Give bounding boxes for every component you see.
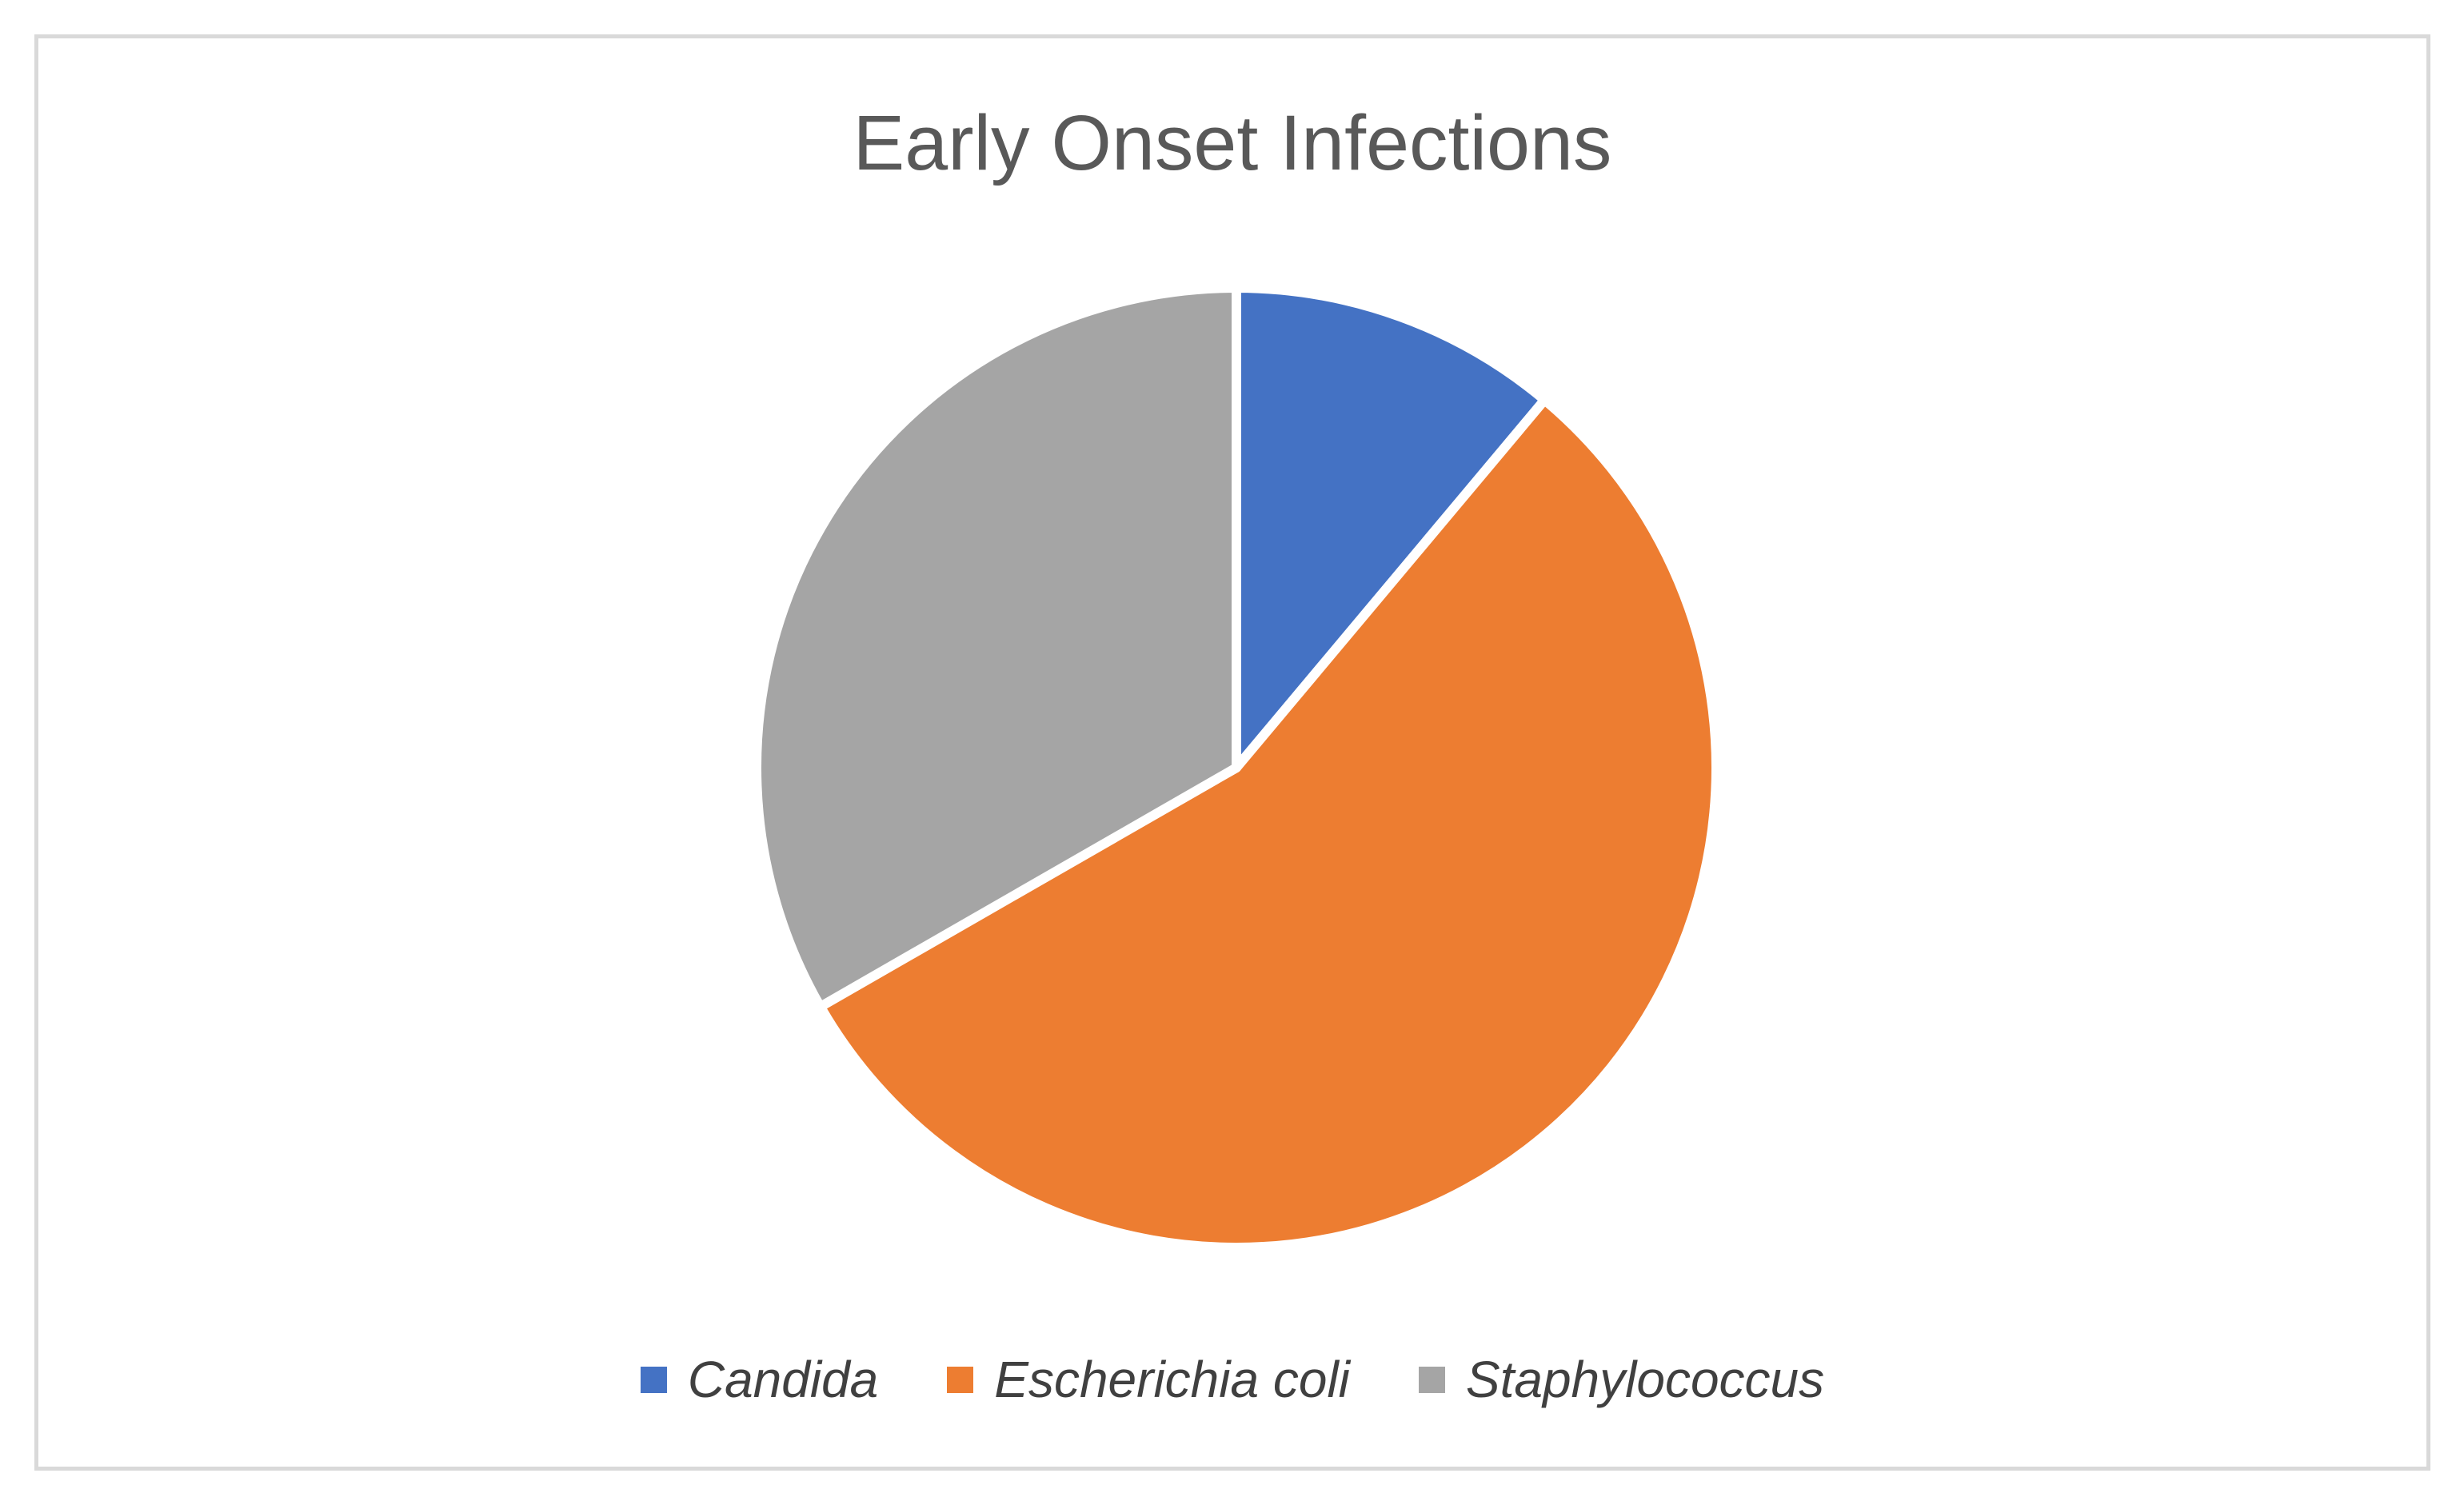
legend-item-escherichia-coli[interactable]: Escherichia coli [947, 1354, 1350, 1405]
pie-slice-escherichia-coli[interactable] [815, 395, 1721, 1252]
legend-label-candida: Candida [687, 1351, 879, 1408]
pie-chart [752, 283, 1721, 1252]
legend-item-staphylococcus[interactable]: Staphylococcus [1418, 1351, 1825, 1408]
legend-swatch-staphylococcus [1418, 1366, 1445, 1393]
pie-slice-staphylococcus[interactable] [752, 283, 1241, 1012]
chart-frame: Early Onset Infections Candida Escherichi… [34, 34, 2430, 1471]
chart-legend: Candida Escherichia coli Staphylococcus [38, 1354, 2426, 1405]
legend-swatch-candida [640, 1366, 667, 1393]
legend-item-candida[interactable]: Candida [640, 1351, 879, 1408]
legend-label-staphylococcus: Staphylococcus [1465, 1351, 1825, 1408]
pie-slice-candida[interactable] [1232, 283, 1550, 772]
legend-label-escherichia-coli: Escherichia coli [994, 1351, 1350, 1408]
chart-title: Early Onset Infections [853, 99, 1612, 186]
legend-swatch-escherichia-coli [947, 1366, 974, 1393]
